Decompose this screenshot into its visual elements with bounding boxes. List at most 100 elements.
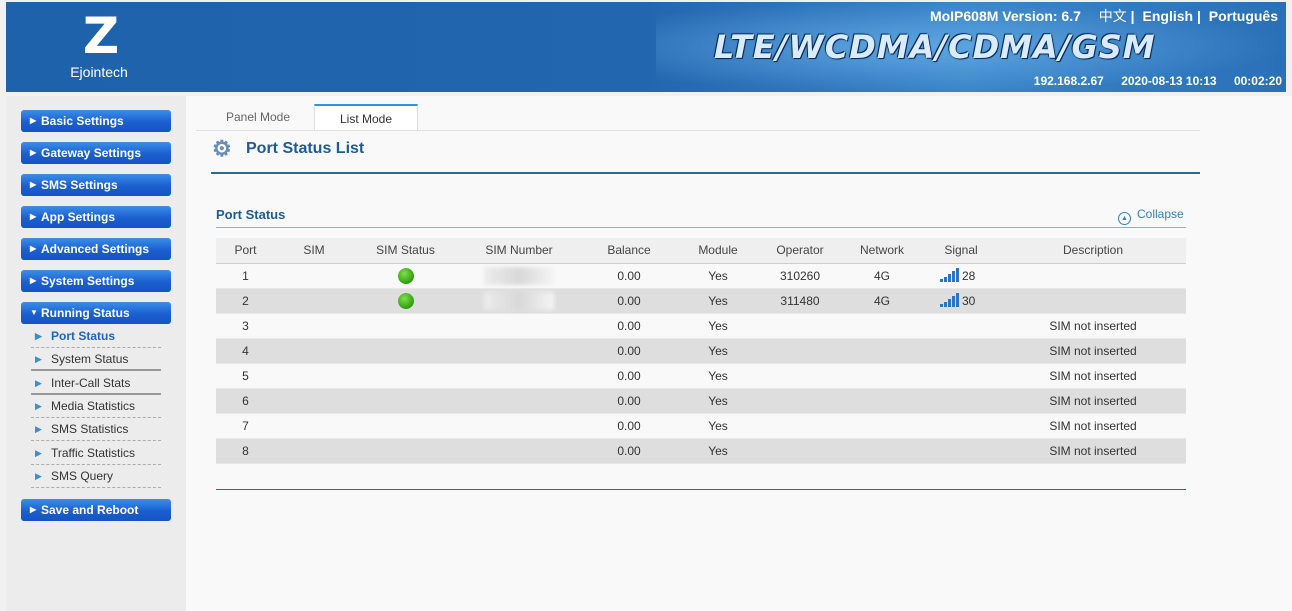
- description-cell: SIM not inserted: [1000, 338, 1186, 364]
- submenu-traffic-statistics[interactable]: ▶ Traffic Statistics: [31, 442, 161, 465]
- sim-cell: [275, 313, 353, 339]
- sim-cell: [275, 388, 353, 414]
- signal-bars-icon: [940, 293, 959, 307]
- signal-cell: 30: [922, 288, 1000, 314]
- submenu-system-status[interactable]: ▶ System Status: [31, 348, 161, 372]
- sim-status-cell: [353, 388, 458, 414]
- sim-status-cell: [353, 363, 458, 389]
- port-cell: 6: [216, 388, 275, 414]
- version-bar: MoIP608M Version: 6.7 中文 | English | Por…: [929, 8, 1278, 24]
- tab-list-mode[interactable]: List Mode: [314, 104, 418, 130]
- menu-advanced-settings[interactable]: ▶ Advanced Settings: [21, 238, 171, 260]
- menu-app-settings[interactable]: ▶ App Settings: [21, 206, 171, 228]
- sim-status-cell: [353, 263, 458, 289]
- sim-status-cell: [353, 338, 458, 364]
- balance-cell: 0.00: [580, 363, 678, 389]
- column-header: Module: [678, 238, 758, 264]
- column-header: Network: [842, 238, 922, 264]
- network-cell: 4G: [842, 263, 922, 289]
- double-arrow-icon: ▶: [35, 354, 42, 365]
- menu-sms-settings[interactable]: ▶ SMS Settings: [21, 174, 171, 196]
- tech-banner: LTE/WCDMA/CDMA/GSM: [714, 28, 1156, 66]
- network-cell: [842, 338, 922, 364]
- save-and-reboot-button[interactable]: ▶ Save and Reboot: [21, 499, 171, 521]
- caret-right-icon: ▶: [30, 116, 37, 125]
- caret-right-icon: ▶: [30, 180, 37, 189]
- submenu-sms-query[interactable]: ▶ SMS Query: [31, 465, 161, 488]
- title-divider: [211, 172, 1200, 174]
- submenu-label: Media Statistics: [51, 398, 136, 413]
- table-bottom-divider: [216, 489, 1186, 490]
- redacted-number: [484, 266, 554, 285]
- chevron-up-icon: ▲: [1118, 212, 1131, 225]
- description-cell: SIM not inserted: [1000, 413, 1186, 439]
- lang-portuguese[interactable]: Português: [1208, 8, 1278, 24]
- signal-cell: [922, 438, 1000, 464]
- submenu-sms-statistics[interactable]: ▶ SMS Statistics: [31, 418, 161, 442]
- double-arrow-icon: ▶: [35, 447, 42, 458]
- sim-number-cell: [458, 263, 580, 289]
- submenu-port-status[interactable]: ▶ Port Status: [31, 325, 161, 348]
- operator-cell: [758, 388, 842, 414]
- lang-english[interactable]: English: [1142, 8, 1194, 24]
- main-content: Panel Mode List Mode ⚙ Port Status List P…: [186, 96, 1292, 611]
- brand-name: Ejointech: [70, 64, 128, 80]
- page-title: ⚙ Port Status List: [212, 138, 364, 160]
- module-cell: Yes: [678, 313, 758, 339]
- port-cell: 3: [216, 313, 275, 339]
- caret-right-icon: ▶: [30, 505, 37, 514]
- sim-number-cell: [458, 388, 580, 414]
- signal-value: 30: [962, 294, 976, 308]
- submenu-inter-call-stats[interactable]: ▶ Inter-Call Stats: [31, 372, 161, 395]
- balance-cell: 0.00: [580, 338, 678, 364]
- double-arrow-icon: ▶: [35, 424, 42, 435]
- column-header: Description: [1000, 238, 1186, 264]
- column-header: Signal: [922, 238, 1000, 264]
- module-cell: Yes: [678, 338, 758, 364]
- balance-cell: 0.00: [580, 413, 678, 439]
- caret-right-icon: ▶: [30, 244, 37, 253]
- collapse-button[interactable]: ▲ Collapse: [1118, 207, 1184, 225]
- signal-cell: [922, 363, 1000, 389]
- balance-cell: 0.00: [580, 388, 678, 414]
- menu-label: System Settings: [41, 274, 135, 288]
- tab-panel-mode[interactable]: Panel Mode: [225, 110, 291, 124]
- table-row: 6 0.00 Yes SIM not inserted: [216, 388, 1186, 414]
- module-cell: Yes: [678, 363, 758, 389]
- table-row: 7 0.00 Yes SIM not inserted: [216, 413, 1186, 439]
- description-cell: SIM not inserted: [1000, 313, 1186, 339]
- sim-number-cell: [458, 413, 580, 439]
- menu-label: Advanced Settings: [41, 242, 150, 256]
- menu-running-status[interactable]: ▼ Running Status: [21, 302, 171, 324]
- module-cell: Yes: [678, 263, 758, 289]
- column-header: SIM Number: [458, 238, 580, 264]
- ip-address: 192.168.2.67: [1033, 74, 1104, 88]
- caret-right-icon: ▶: [30, 212, 37, 221]
- description-cell: [1000, 263, 1186, 289]
- menu-gateway-settings[interactable]: ▶ Gateway Settings: [21, 142, 171, 164]
- submenu-media-statistics[interactable]: ▶ Media Statistics: [31, 395, 161, 418]
- operator-cell: [758, 363, 842, 389]
- module-cell: Yes: [678, 413, 758, 439]
- table-row: 5 0.00 Yes SIM not inserted: [216, 363, 1186, 389]
- submenu-label: SMS Query: [51, 468, 114, 483]
- lang-chinese[interactable]: 中文: [1098, 8, 1127, 24]
- sim-cell: [275, 413, 353, 439]
- submenu-label: Port Status: [51, 329, 116, 343]
- menu-system-settings[interactable]: ▶ System Settings: [21, 270, 171, 292]
- logo: Z Ejointech: [54, 8, 144, 88]
- double-arrow-icon: ▶: [35, 331, 42, 341]
- description-cell: SIM not inserted: [1000, 438, 1186, 464]
- section-title: Port Status: [216, 207, 286, 222]
- signal-value: 28: [962, 269, 976, 283]
- signal-cell: [922, 338, 1000, 364]
- description-cell: SIM not inserted: [1000, 363, 1186, 389]
- caret-right-icon: ▶: [30, 276, 37, 285]
- network-cell: [842, 413, 922, 439]
- network-cell: [842, 438, 922, 464]
- menu-basic-settings[interactable]: ▶ Basic Settings: [21, 110, 171, 132]
- table-row: 4 0.00 Yes SIM not inserted: [216, 338, 1186, 364]
- redacted-number: [484, 291, 554, 310]
- device-info: 192.168.2.67 2020-08-13 10:13 00:02:20: [1020, 74, 1282, 88]
- description-cell: SIM not inserted: [1000, 388, 1186, 414]
